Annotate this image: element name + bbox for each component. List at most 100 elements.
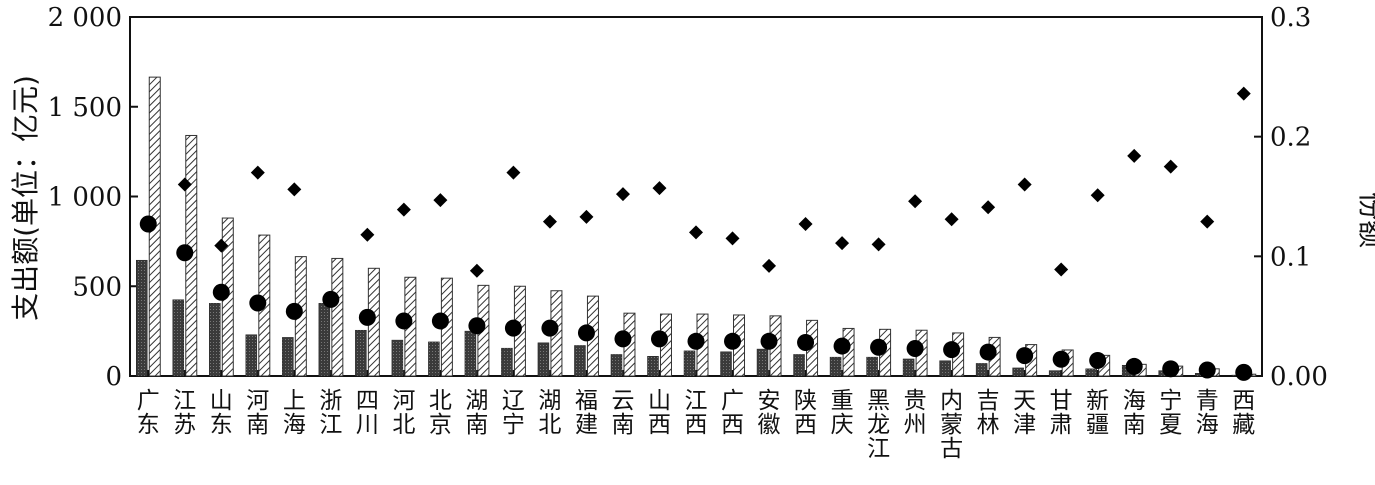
left-tick-label: 2 000 — [48, 3, 122, 33]
point-diamond — [360, 227, 375, 242]
left-tick-label: 1 000 — [48, 183, 122, 213]
category-label: 建 — [575, 412, 598, 438]
bar-dark — [866, 356, 878, 377]
category-label: 吉 — [977, 388, 1000, 414]
category-label: 湖 — [538, 388, 561, 414]
category-label: 龙 — [867, 412, 890, 438]
category-label: 江 — [173, 388, 196, 414]
category-label: 川 — [356, 412, 379, 438]
point-circle — [358, 308, 376, 326]
bar-dark — [829, 356, 842, 377]
point-diamond — [433, 193, 448, 208]
category-label: 辽 — [502, 388, 525, 414]
bar-dark — [683, 350, 696, 377]
bar-dark — [975, 363, 988, 377]
point-circle — [724, 332, 742, 350]
category-label: 江 — [319, 412, 342, 438]
point-circle — [504, 319, 522, 337]
category-label: 安 — [758, 388, 781, 414]
category-label: 云 — [611, 388, 634, 414]
left-tick-label: 0 — [105, 362, 122, 392]
point-diamond — [1163, 159, 1178, 174]
bar-dark — [245, 334, 258, 377]
category-label: 西 — [1232, 388, 1255, 414]
category-label: 黑 — [867, 388, 890, 414]
category-label: 藏 — [1232, 412, 1255, 438]
category-label: 陕 — [794, 388, 817, 414]
right-tick-label: 0.2 — [1270, 123, 1311, 153]
bar-dark — [1085, 368, 1097, 377]
bar-dark — [172, 299, 185, 377]
category-label: 州 — [904, 412, 927, 438]
category-label: 林 — [977, 412, 1000, 438]
bar-dark — [209, 303, 221, 377]
category-label: 四 — [356, 388, 379, 414]
point-diamond — [579, 209, 594, 224]
category-label: 海 — [283, 412, 306, 438]
category-label: 山 — [648, 388, 671, 414]
category-label: 京 — [429, 412, 452, 438]
bar-dark — [501, 347, 513, 377]
bar-hatched — [331, 257, 344, 377]
point-diamond — [396, 202, 411, 217]
left-tick-label: 500 — [72, 272, 122, 302]
point-circle — [1052, 350, 1070, 368]
right-axis-title: 份额 — [1355, 192, 1375, 248]
category-label: 山 — [210, 388, 233, 414]
right-tick-label: 0.1 — [1270, 242, 1311, 272]
point-circle — [249, 294, 267, 312]
category-label: 广 — [721, 388, 744, 414]
category-label: 贵 — [904, 388, 927, 414]
bar-dark — [720, 351, 732, 377]
point-circle — [870, 338, 888, 356]
bar-dark — [610, 354, 623, 377]
point-circle — [541, 319, 559, 337]
category-label: 宁 — [502, 412, 525, 438]
category-label: 天 — [1013, 388, 1036, 414]
point-diamond — [615, 187, 630, 202]
point-diamond — [689, 225, 703, 240]
point-circle — [468, 317, 486, 335]
category-label: 北 — [429, 388, 452, 414]
point-diamond — [1200, 214, 1215, 229]
point-diamond — [506, 165, 521, 180]
bar-dark — [756, 348, 769, 377]
category-label: 河 — [392, 388, 415, 414]
category-label: 福 — [575, 388, 598, 414]
point-circle — [906, 339, 924, 357]
point-diamond — [177, 177, 192, 192]
category-label: 疆 — [1086, 412, 1109, 438]
point-circle — [797, 333, 815, 351]
category-label: 新 — [1086, 388, 1109, 414]
category-label: 南 — [611, 412, 634, 438]
bar-dark — [464, 330, 477, 377]
point-circle — [139, 215, 157, 233]
point-circle — [943, 341, 961, 359]
bar-dark — [282, 337, 294, 377]
bar-dark — [428, 341, 440, 377]
point-diamond — [469, 263, 484, 278]
point-circle — [1198, 361, 1216, 379]
point-circle — [577, 324, 595, 342]
category-label: 西 — [794, 412, 817, 438]
point-circle — [979, 343, 997, 361]
point-circle — [1016, 347, 1034, 365]
point-diamond — [1127, 148, 1142, 163]
point-diamond — [542, 214, 557, 229]
bar-dark — [318, 303, 331, 377]
point-diamond — [1090, 188, 1105, 203]
category-label: 江 — [867, 436, 890, 462]
point-diamond — [871, 237, 886, 252]
point-diamond — [214, 238, 229, 253]
category-label: 西 — [648, 412, 671, 438]
right-tick-label: 0.00 — [1270, 362, 1328, 392]
category-label: 河 — [246, 388, 269, 414]
category-label: 庆 — [831, 412, 854, 438]
category-label: 南 — [1123, 412, 1146, 438]
bar-dark — [902, 358, 915, 377]
left-axis-title: 支出额(单位：亿元) — [9, 75, 42, 321]
point-diamond — [1017, 177, 1032, 192]
bar-dark — [537, 342, 550, 377]
point-circle — [687, 332, 705, 350]
